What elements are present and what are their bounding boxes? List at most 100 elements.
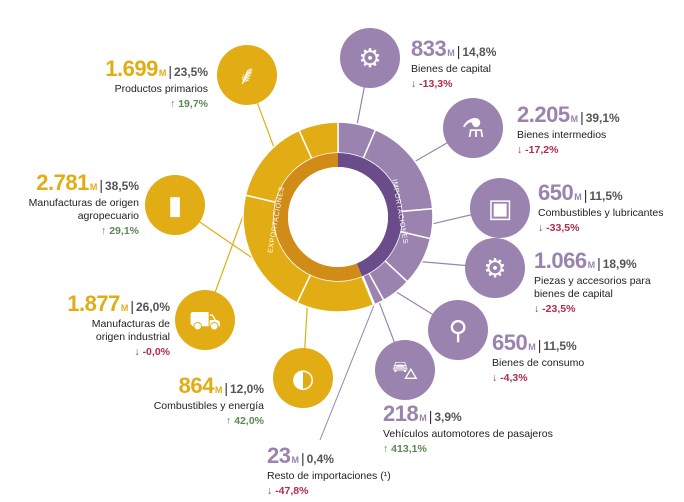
tractor-icon — [340, 28, 400, 88]
share: 0,4% — [306, 452, 334, 466]
category-name: Bienes intermedios — [517, 129, 607, 141]
value: 650 — [492, 330, 528, 355]
unit: M — [574, 192, 582, 202]
import-label-capital: 833M | 14,8% Bienes de capital ↓ -13,3% — [411, 36, 497, 91]
unit: M — [528, 342, 536, 352]
export-icon-glyph-3: ◐ — [292, 364, 315, 394]
truck-icon — [175, 290, 235, 350]
value: 2.781 — [36, 170, 89, 195]
share: 26,0% — [135, 300, 170, 314]
category-name: Combustibles y lubricantes — [538, 207, 664, 219]
import-label-vehiculos: 218M | 3,9% Vehículos automotores de pasaj… — [383, 401, 553, 456]
arrow-down-icon: ↓ — [134, 346, 143, 359]
category-name: Piezas y accesorios para bienes de capit… — [534, 275, 651, 301]
value: 1.877 — [67, 291, 120, 316]
gear-part-icon — [465, 238, 525, 298]
bicycle-icon — [428, 300, 488, 360]
change: ↓ -0,0% — [134, 346, 170, 359]
import-icon-glyph-3: ⚙ — [483, 254, 506, 284]
category-name: Productos primarios — [114, 83, 208, 95]
export-label-combustibles: 864M | 12,0% Combustibles y energía ↑ 42,0… — [153, 373, 264, 428]
value: 1.699 — [105, 56, 158, 81]
share: 12,0% — [229, 382, 264, 396]
export-label-moa: 2.781M | 38,5% Manufacturas de origen agro… — [21, 172, 139, 237]
change: ↑ 19,7% — [170, 98, 208, 111]
export-label-primarios: 1.699M | 23,5% Productos primarios ↑ 19,7% — [105, 56, 208, 111]
value: 23 — [267, 443, 291, 468]
unit: M — [89, 182, 98, 192]
wheat-icon — [217, 45, 277, 105]
import-icon-glyph-1: ⚗ — [461, 114, 484, 144]
share: 39,1% — [585, 111, 620, 125]
fuel-drop-icon — [273, 348, 333, 408]
import-label-resto: 23M | 0,4% Resto de importaciones (¹) ↓ -4… — [267, 443, 391, 498]
unit: M — [447, 48, 455, 58]
share: 18,9% — [602, 257, 637, 271]
unit: M — [158, 68, 167, 78]
share: 11,5% — [543, 339, 577, 353]
category-name: Resto de importaciones (¹) — [267, 470, 391, 482]
import-inner-ring — [338, 153, 403, 277]
jerrycan-icon — [470, 178, 530, 238]
change: ↓ -13,3% — [411, 78, 453, 91]
import-label-intermedios: 2.205M | 39,1% Bienes intermedios ↓ -17,2% — [517, 102, 620, 157]
unit: M — [570, 114, 579, 124]
export-icon-glyph-0: ⸙ — [237, 61, 257, 91]
export-icon-glyph-1: ▮ — [168, 191, 182, 221]
share: 14,8% — [462, 45, 497, 59]
unit: M — [291, 455, 299, 465]
change: ↓ -33,5% — [538, 222, 580, 235]
category-name: Vehículos automotores de pasajeros — [383, 428, 553, 440]
change: ↓ -17,2% — [517, 144, 559, 157]
value: 1.066 — [534, 248, 587, 273]
import-label-consumo: 650M | 11,5% Bienes de consumo ↓ -4,3% — [492, 330, 585, 385]
change: ↑ 29,1% — [101, 225, 139, 238]
unit: M — [587, 260, 596, 270]
change: ↑ 42,0% — [226, 415, 264, 428]
car-icon — [375, 340, 435, 400]
value: 864 — [178, 373, 215, 398]
change: ↓ -4,3% — [492, 372, 528, 385]
arrow-down-icon: ↓ — [534, 303, 543, 316]
change: ↓ -47,8% — [267, 485, 309, 498]
arrow-down-icon: ↓ — [267, 485, 276, 498]
import-icon-glyph-5: ⛍ — [392, 356, 419, 386]
share: 38,5% — [104, 179, 139, 193]
value: 2.205 — [517, 102, 570, 127]
donut-hole — [288, 167, 388, 267]
export-inner-ring — [274, 153, 363, 281]
category-name: Manufacturas de origen industrial — [91, 318, 170, 344]
arrow-up-icon: ↑ — [101, 225, 110, 238]
category-name: Bienes de capital — [411, 63, 491, 75]
arrow-up-icon: ↑ — [170, 98, 179, 111]
import-icon-glyph-4: ⚲ — [448, 316, 467, 346]
arrow-down-icon: ↓ — [517, 144, 526, 157]
arrow-down-icon: ↓ — [411, 78, 420, 91]
arrow-up-icon: ↑ — [383, 443, 392, 456]
import-label-combustibles: 650M | 11,5% Combustibles y lubricantes ↓ … — [538, 180, 664, 235]
change: ↓ -23,5% — [534, 303, 576, 316]
share: 3,9% — [434, 410, 462, 424]
category-name: Manufacturas de origen agropecuario — [28, 197, 139, 223]
flask-icon — [443, 98, 503, 158]
import-label-piezas: 1.066M | 18,9% Piezas y accesorios para bi… — [534, 250, 656, 315]
unit: M — [120, 303, 129, 313]
value: 218 — [383, 401, 419, 426]
value: 650 — [538, 180, 574, 205]
arrow-up-icon: ↑ — [226, 415, 235, 428]
category-name: Bienes de consumo — [492, 357, 585, 369]
share: 23,5% — [173, 65, 208, 79]
arrow-down-icon: ↓ — [538, 222, 547, 235]
value: 833 — [411, 36, 447, 61]
unit: M — [419, 413, 427, 423]
change: ↑ 413,1% — [383, 443, 427, 456]
bottle-icon — [145, 175, 205, 235]
arrow-down-icon: ↓ — [492, 372, 501, 385]
export-label-moi: 1.877M | 26,0% Manufacturas de origen indu… — [67, 291, 170, 359]
export-icon-glyph-2: ⛟ — [189, 306, 222, 336]
import-leader-6 — [319, 304, 375, 441]
category-name: Combustibles y energía — [153, 400, 264, 412]
share: 11,5% — [589, 189, 623, 203]
